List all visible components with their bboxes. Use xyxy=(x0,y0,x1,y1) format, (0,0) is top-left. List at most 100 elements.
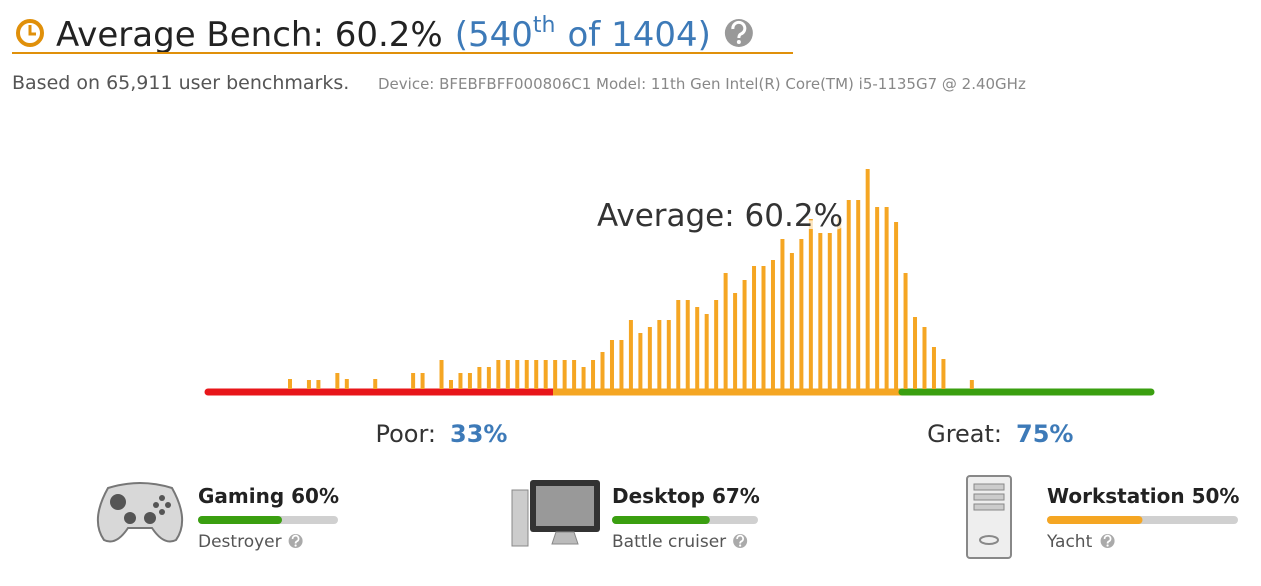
histogram-bar xyxy=(931,347,936,389)
category-rating: Destroyer xyxy=(198,532,282,552)
histogram-bar xyxy=(562,360,567,389)
histogram-bar xyxy=(875,207,880,389)
help-dot xyxy=(1106,544,1109,547)
histogram-bar xyxy=(733,293,738,389)
histogram-bar xyxy=(572,360,577,389)
rank: (540th of 1404) xyxy=(455,13,711,55)
title: Average Bench: 60.2% xyxy=(56,15,443,55)
category-title: Desktop 67% xyxy=(612,484,760,508)
progress-fill xyxy=(1047,516,1143,524)
histogram-bar xyxy=(704,314,709,389)
histogram-bar xyxy=(695,307,700,389)
histogram-bar xyxy=(666,320,671,389)
histogram-bar xyxy=(306,380,311,389)
summary: Based on 65,911 user benchmarks. xyxy=(12,72,349,94)
histogram-bar xyxy=(628,320,633,389)
histogram-bar xyxy=(553,360,558,389)
histogram-bar xyxy=(439,360,444,389)
category-title: Gaming 60% xyxy=(198,484,339,508)
histogram-bar xyxy=(922,327,927,389)
histogram-bar xyxy=(344,379,349,389)
rank-suffix: th xyxy=(533,13,556,38)
histogram-bar xyxy=(543,360,548,389)
histogram-bar xyxy=(505,360,510,389)
histogram-bar xyxy=(647,327,652,389)
help-icon[interactable] xyxy=(724,19,753,47)
category-title: Workstation 50% xyxy=(1047,484,1239,508)
histogram-bar xyxy=(288,379,292,389)
rank-open: (540 xyxy=(455,15,533,55)
histogram-bar xyxy=(534,360,539,389)
histogram-bar xyxy=(609,340,614,389)
histogram-bar xyxy=(458,373,463,389)
great-value: 75% xyxy=(1016,420,1073,448)
histogram-bar xyxy=(761,266,766,389)
histogram-bar xyxy=(818,233,823,389)
histogram-bar xyxy=(591,360,596,389)
histogram-bar xyxy=(420,373,425,389)
help-mark xyxy=(291,534,300,544)
category-rating: Yacht xyxy=(1046,532,1093,552)
histogram-bar xyxy=(913,317,918,389)
poor-label: Poor: xyxy=(375,420,436,448)
category-cards: Gaming 60% Destroyer Desktop 67% Battle cru… xyxy=(198,484,1239,552)
histogram-bar xyxy=(865,169,870,389)
help-dot xyxy=(294,544,297,547)
clock-hand xyxy=(28,25,36,36)
histogram-bar xyxy=(884,207,889,389)
histogram-bar xyxy=(969,380,974,389)
gamepad-icon xyxy=(97,482,183,543)
histogram-bar xyxy=(411,373,416,389)
histogram-bar xyxy=(789,253,794,389)
histogram-bar xyxy=(770,260,775,389)
histogram-bar xyxy=(676,300,681,389)
histogram xyxy=(288,169,974,389)
histogram-bar xyxy=(581,367,586,389)
histogram-bar xyxy=(742,280,747,389)
help-mark xyxy=(736,534,745,544)
histogram-bar xyxy=(600,352,605,389)
histogram-bar xyxy=(723,273,728,389)
workstation-icon xyxy=(966,475,1012,559)
histogram-bar xyxy=(316,380,321,389)
histogram-bar xyxy=(941,359,946,389)
rank-close: of 1404) xyxy=(567,15,710,55)
histogram-bar xyxy=(515,360,520,389)
help-icon[interactable] xyxy=(288,534,303,548)
progress-fill xyxy=(612,516,710,524)
histogram-bar xyxy=(799,239,804,389)
histogram-bar xyxy=(894,222,899,389)
help-mark xyxy=(1103,534,1112,544)
histogram-bar xyxy=(685,300,690,389)
histogram-bar xyxy=(837,217,842,389)
average-annotation: Average: 60.2% xyxy=(597,198,843,234)
help-icon[interactable] xyxy=(733,534,748,548)
histogram-bar xyxy=(467,373,472,389)
progress-fill xyxy=(198,516,282,524)
help-dot xyxy=(739,544,742,547)
histogram-bar xyxy=(335,373,340,389)
histogram-bar xyxy=(524,360,529,389)
histogram-bar xyxy=(638,333,643,389)
help-icon[interactable] xyxy=(1100,534,1115,548)
histogram-bar xyxy=(808,219,813,389)
histogram-bar xyxy=(373,379,378,389)
histogram-bar xyxy=(619,340,624,389)
histogram-bar xyxy=(827,233,832,389)
histogram-bar xyxy=(486,367,491,389)
histogram-bar xyxy=(714,300,719,389)
category-rating: Battle cruiser xyxy=(612,532,726,552)
poor-value: 33% xyxy=(450,420,507,448)
histogram-bar xyxy=(846,200,851,389)
histogram-bar xyxy=(903,273,908,389)
clock-icon xyxy=(16,19,44,47)
histogram-bar xyxy=(496,360,501,389)
great-label: Great: xyxy=(927,420,1002,448)
device-info: Device: BFEBFBFF000806C1 Model: 11th Gen… xyxy=(378,75,1026,93)
histogram-bar xyxy=(752,266,757,389)
histogram-bar xyxy=(448,380,453,389)
desktop-icon xyxy=(511,480,600,547)
histogram-bar xyxy=(856,200,861,389)
